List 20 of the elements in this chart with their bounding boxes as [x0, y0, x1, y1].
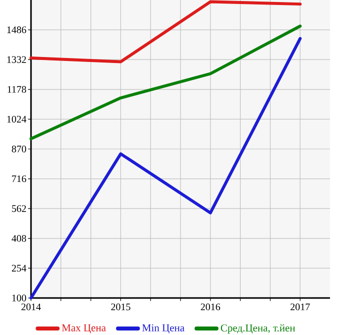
line-series — [30, 0, 302, 64]
y-tick-label: 1024 — [7, 116, 26, 123]
y-tick-label: 254 — [12, 264, 26, 272]
x-tick-label: 2016 — [200, 304, 220, 310]
y-tick-label: 562 — [12, 205, 26, 212]
line-series — [30, 37, 302, 300]
legend-label: Сред.Цена, т.йен — [220, 324, 296, 334]
line-series — [30, 24, 302, 140]
y-tick-label: 100 — [12, 294, 26, 302]
x-tick-label: 2015 — [111, 304, 130, 310]
legend-label: Max Цена — [62, 324, 106, 334]
legend-label: Min Цена — [142, 324, 184, 334]
y-tick-label: 1178 — [8, 86, 26, 93]
y-tick-label: 870 — [12, 146, 26, 152]
y-tick-label: 1332 — [7, 56, 26, 63]
x-tick-label: 2017 — [290, 304, 310, 310]
y-tick-label: 1486 — [7, 26, 26, 34]
y-tick-label: 408 — [12, 235, 26, 242]
y-tick-label: 716 — [12, 175, 26, 182]
x-tick-label: 2014 — [21, 304, 41, 310]
